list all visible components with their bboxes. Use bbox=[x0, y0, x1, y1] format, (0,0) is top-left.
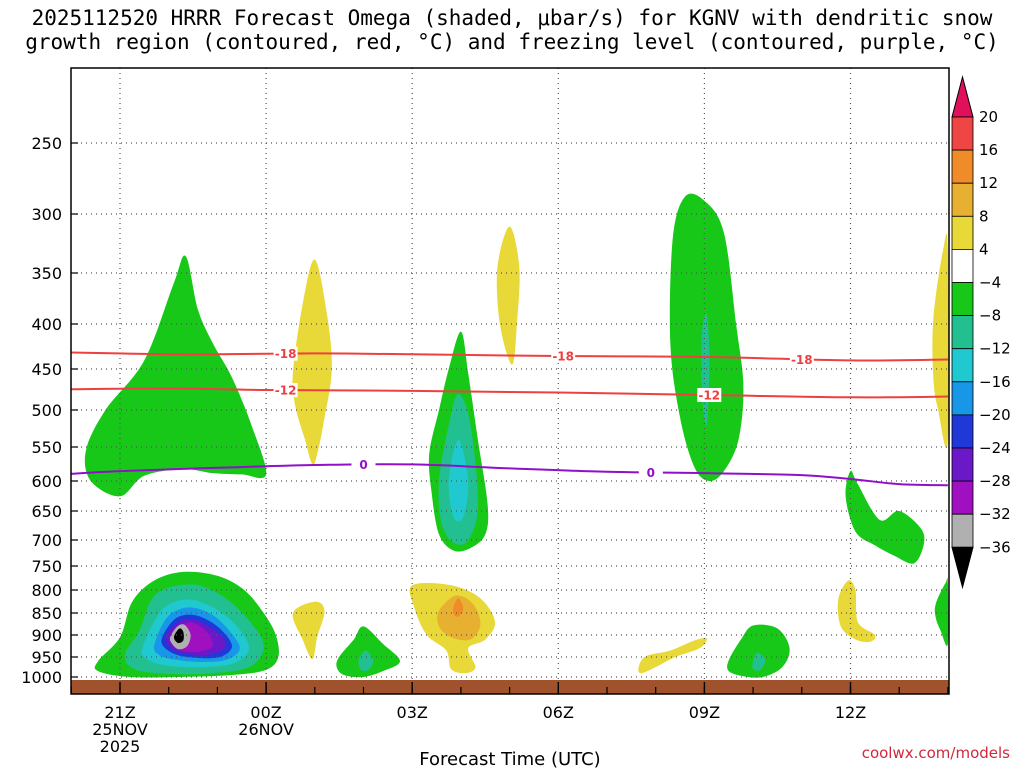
contour-label-bg bbox=[551, 349, 576, 364]
colorbar-top-arrow bbox=[951, 75, 974, 118]
colorbar-segment-3 bbox=[951, 182, 974, 217]
omega-region-13 bbox=[437, 595, 481, 641]
colorbar-bottom-arrow bbox=[951, 546, 974, 590]
title-line-2: growth region (contoured, red, °C) and f… bbox=[25, 30, 999, 54]
y-tick-600: 600 bbox=[31, 472, 62, 491]
x-tick-label-9-0: 06Z bbox=[543, 703, 574, 722]
y-tick-750: 750 bbox=[31, 557, 62, 576]
temperature-contours: -18 -18 -18 -12 -12 0 0 bbox=[71, 346, 948, 487]
contour-label-2-2: -12 bbox=[698, 389, 720, 403]
omega-region-1 bbox=[84, 255, 267, 497]
colorbar-label-7: −12 bbox=[979, 340, 1011, 358]
omega-region-30 bbox=[173, 628, 184, 644]
y-tick-400: 400 bbox=[31, 315, 62, 334]
omega-region-5 bbox=[448, 439, 469, 522]
contour-label-3-2: 0 bbox=[647, 466, 655, 480]
colorbar-label-9: −20 bbox=[979, 406, 1011, 424]
x-tick-label-0-1: 25NOV bbox=[92, 720, 148, 739]
omega-region-2 bbox=[292, 259, 332, 465]
colorbar-label-12: −32 bbox=[979, 505, 1011, 523]
omega-region-6 bbox=[496, 226, 520, 365]
colorbar-label-5: −4 bbox=[979, 274, 1001, 292]
x-axis-title: Forecast Time (UTC) bbox=[419, 749, 600, 768]
omega-region-17 bbox=[638, 638, 707, 674]
colorbar-label-10: −24 bbox=[979, 439, 1011, 457]
colorbar-label-0: 20 bbox=[979, 108, 998, 126]
y-tick-800: 800 bbox=[31, 581, 62, 600]
y-tick-850: 850 bbox=[31, 604, 62, 623]
credit-link[interactable]: coolwx.com/models bbox=[861, 744, 1010, 762]
x-tick-label-6-0: 03Z bbox=[397, 703, 428, 722]
omega-region-18 bbox=[727, 624, 790, 678]
contour-label-bg bbox=[697, 388, 722, 403]
contour-line-2 bbox=[71, 387, 948, 399]
omega-shading bbox=[84, 193, 949, 678]
colorbar-label-4: 4 bbox=[979, 240, 989, 258]
contour-label-bg bbox=[351, 457, 376, 472]
contour-label-1-3: -18 bbox=[791, 353, 813, 367]
contour-label-bg bbox=[273, 346, 298, 361]
omega-region-9 bbox=[932, 233, 949, 449]
omega-region-16 bbox=[358, 650, 374, 672]
contour-label-bg bbox=[273, 383, 298, 398]
y-tick-550: 550 bbox=[31, 438, 62, 457]
x-tick-label-0-0: 21Z bbox=[104, 703, 135, 722]
colorbar-label-13: −36 bbox=[979, 538, 1011, 556]
y-tick-900: 900 bbox=[31, 626, 62, 645]
y-tick-700: 700 bbox=[31, 531, 62, 550]
omega-region-21 bbox=[934, 577, 949, 647]
y-tick-350: 350 bbox=[31, 264, 62, 283]
y-tick-650: 650 bbox=[31, 502, 62, 521]
contour-label-3-1: 0 bbox=[359, 458, 367, 472]
omega-region-14 bbox=[453, 598, 464, 617]
y-tick-300: 300 bbox=[31, 205, 62, 224]
colorbar-segment-8 bbox=[951, 348, 974, 383]
contour-label-2-1: -12 bbox=[275, 384, 297, 398]
colorbar-segment-10 bbox=[951, 414, 974, 449]
x-tick-label-15-0: 12Z bbox=[835, 703, 866, 722]
omega-region-19 bbox=[752, 652, 766, 671]
contour-label-bg bbox=[638, 465, 663, 480]
grid bbox=[71, 68, 949, 680]
y-tick-950: 950 bbox=[31, 648, 62, 667]
colorbar-segment-2 bbox=[951, 149, 974, 184]
colorbar-label-1: 16 bbox=[979, 141, 998, 159]
colorbar-segment-11 bbox=[951, 447, 974, 482]
colorbar-segment-1 bbox=[951, 116, 974, 151]
colorbar-segment-12 bbox=[951, 480, 974, 515]
omega-region-11 bbox=[292, 601, 325, 660]
y-tick-500: 500 bbox=[31, 401, 62, 420]
colorbar-label-11: −28 bbox=[979, 472, 1011, 490]
x-tick-label-3-1: 26NOV bbox=[238, 720, 294, 739]
y-axis: 250 300 350 400 450 500 550 600 650 700 750 800 850 9… bbox=[21, 134, 78, 687]
colorbar-segment-5 bbox=[951, 248, 974, 283]
title-line-1: 2025112520 HRRR Forecast Omega (shaded, … bbox=[31, 6, 993, 30]
contour-line-3 bbox=[71, 463, 948, 487]
omega-region-10 bbox=[845, 470, 925, 564]
chart-title: 2025112520 HRRR Forecast Omega (shaded, … bbox=[0, 6, 1024, 54]
colorbar-segment-7 bbox=[951, 315, 974, 350]
colorbar-label-8: −16 bbox=[979, 373, 1011, 391]
omega-region-20 bbox=[837, 580, 876, 643]
contour-label-bg bbox=[789, 352, 814, 367]
colorbar-label-6: −8 bbox=[979, 307, 1001, 325]
contour-label-1-2: -18 bbox=[552, 350, 574, 364]
colorbar-label-2: 12 bbox=[979, 174, 998, 192]
colorbar-segment-6 bbox=[951, 282, 974, 316]
colorbar-segment-9 bbox=[951, 381, 974, 416]
y-tick-250: 250 bbox=[31, 134, 62, 153]
x-tick-label-12-0: 09Z bbox=[689, 703, 720, 722]
colorbar-segment-4 bbox=[951, 215, 974, 250]
colorbar: 20 16 12 8 4 −4 −8 −12 −16 −20 −24 −28 −32 −36 bbox=[951, 75, 1011, 590]
omega-region-15 bbox=[336, 626, 400, 678]
contour-label-1-1: -18 bbox=[275, 347, 297, 361]
x-tick-label-0-2: 2025 bbox=[100, 737, 141, 756]
y-tick-450: 450 bbox=[31, 360, 62, 379]
colorbar-segment-13 bbox=[951, 513, 974, 548]
x-tick-label-3-0: 00Z bbox=[250, 703, 281, 722]
colorbar-label-3: 8 bbox=[979, 207, 989, 225]
y-tick-1000: 1000 bbox=[21, 668, 62, 687]
